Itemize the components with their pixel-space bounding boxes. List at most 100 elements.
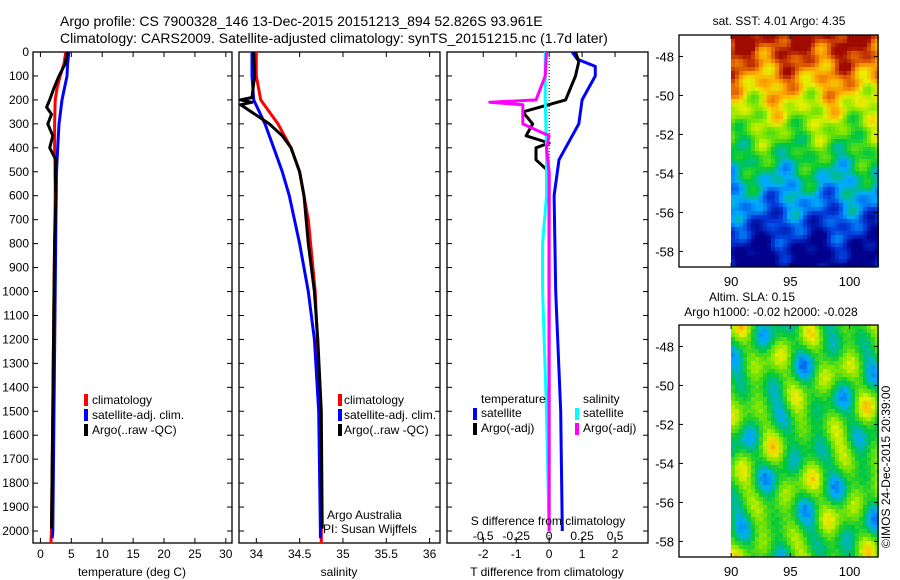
heatmap-cell	[751, 95, 755, 99]
heatmap-cell	[767, 59, 771, 63]
heatmap-cell	[799, 163, 803, 167]
heatmap-cell	[787, 453, 791, 457]
heatmap-cell	[747, 119, 751, 123]
heatmap-cell	[787, 549, 791, 553]
y-tick-label: -50	[655, 88, 674, 103]
heatmap-cell	[739, 489, 743, 493]
heatmap-cell	[783, 79, 787, 83]
heatmap-cell	[831, 473, 835, 477]
heatmap-cell	[819, 401, 823, 405]
heatmap-cell	[735, 525, 739, 529]
heatmap-cell	[775, 345, 779, 349]
heatmap-cell	[831, 341, 835, 345]
heatmap-cell	[803, 385, 807, 389]
heatmap-cell	[847, 191, 851, 195]
heatmap-cell	[767, 509, 771, 513]
heatmap-cell	[791, 115, 795, 119]
heatmap-cell	[819, 95, 823, 99]
heatmap-cell	[827, 223, 831, 227]
heatmap-cell	[731, 87, 735, 91]
heatmap-cell	[771, 457, 775, 461]
heatmap-cell	[779, 365, 783, 369]
heatmap-cell	[775, 151, 779, 155]
heatmap-cell	[803, 131, 807, 135]
heatmap-cell	[783, 521, 787, 525]
heatmap-cell	[807, 365, 811, 369]
heatmap-cell	[831, 167, 835, 171]
heatmap-cell	[763, 477, 767, 481]
y-tick-label: 200	[9, 93, 29, 107]
heatmap-cell	[735, 203, 739, 207]
heatmap-cell	[823, 123, 827, 127]
heatmap-cell	[799, 533, 803, 537]
heatmap-cell	[875, 219, 879, 223]
heatmap-cell	[835, 35, 839, 39]
heatmap-cell	[807, 501, 811, 505]
heatmap-cell	[795, 223, 799, 227]
heatmap-cell	[743, 243, 747, 247]
heatmap-cell	[823, 501, 827, 505]
heatmap-cell	[811, 345, 815, 349]
heatmap-cell	[819, 353, 823, 357]
heatmap-cell	[827, 541, 831, 545]
heatmap-cell	[767, 541, 771, 545]
heatmap-cell	[839, 39, 843, 43]
heatmap-cell	[755, 457, 759, 461]
heatmap-cell	[851, 51, 855, 55]
heatmap-cell	[795, 393, 799, 397]
heatmap-cell	[823, 549, 827, 553]
heatmap-cell	[799, 549, 803, 553]
heatmap-cell	[859, 211, 863, 215]
heatmap-cell	[731, 199, 735, 203]
heatmap-cell	[755, 67, 759, 71]
heatmap-cell	[823, 505, 827, 509]
heatmap-cell	[859, 111, 863, 115]
heatmap-cell	[819, 477, 823, 481]
heatmap-cell	[827, 521, 831, 525]
heatmap-cell	[847, 401, 851, 405]
heatmap-cell	[763, 417, 767, 421]
heatmap-cell	[815, 361, 819, 365]
heatmap-cell	[803, 377, 807, 381]
heatmap-cell	[819, 413, 823, 417]
heatmap-cell	[839, 501, 843, 505]
heatmap-cell	[811, 75, 815, 79]
heatmap-cell	[771, 393, 775, 397]
heatmap-cell	[747, 505, 751, 509]
heatmap-cell	[799, 517, 803, 521]
heatmap-cell	[787, 87, 791, 91]
heatmap-cell	[735, 59, 739, 63]
heatmap-cell	[731, 485, 735, 489]
heatmap-cell	[787, 545, 791, 549]
y-tick-label: 2000	[2, 524, 29, 538]
heatmap-cell	[851, 413, 855, 417]
heatmap-cell	[751, 341, 755, 345]
heatmap-cell	[787, 333, 791, 337]
heatmap-cell	[795, 183, 799, 187]
heatmap-cell	[787, 437, 791, 441]
heatmap-cell	[811, 465, 815, 469]
heatmap-cell	[771, 223, 775, 227]
heatmap-cell	[791, 537, 795, 541]
heatmap-cell	[783, 95, 787, 99]
heatmap-cell	[771, 87, 775, 91]
heatmap-cell	[863, 437, 867, 441]
heatmap-cell	[839, 223, 843, 227]
heatmap-cell	[791, 223, 795, 227]
heatmap-cell	[815, 413, 819, 417]
heatmap-cell	[783, 251, 787, 255]
heatmap-cell	[735, 385, 739, 389]
heatmap-cell	[739, 349, 743, 353]
difference-legend: temperature salinity satellite Argo(-adj…	[473, 392, 636, 435]
heatmap-cell	[875, 107, 879, 111]
heatmap-cell	[743, 147, 747, 151]
heatmap-cell	[811, 373, 815, 377]
heatmap-cell	[735, 151, 739, 155]
heatmap-cell	[755, 501, 759, 505]
heatmap-cell	[731, 107, 735, 111]
heatmap-cell	[763, 381, 767, 385]
heatmap-cell	[747, 215, 751, 219]
heatmap-cell	[759, 103, 763, 107]
heatmap-cell	[855, 255, 859, 259]
heatmap-cell	[787, 215, 791, 219]
